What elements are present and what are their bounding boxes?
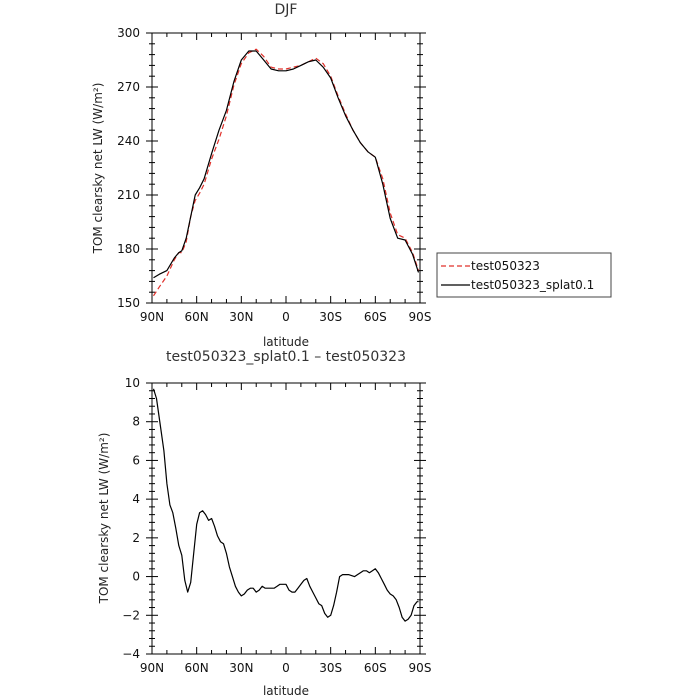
- y-tick-label: 2: [132, 531, 140, 545]
- y-tick-label: −2: [122, 608, 140, 622]
- x-tick-label: 0: [282, 661, 290, 675]
- y-tick-label: 4: [132, 492, 140, 506]
- axis-ticks: 90N 60N 30N 0 30S 60S 90S 150 180 210 240 270 300: [117, 26, 431, 324]
- y-tick-label: 180: [117, 242, 140, 256]
- series-line-difference: [152, 388, 419, 622]
- x-tick-label: 90N: [140, 310, 164, 324]
- chart-title: test050323_splat0.1 – test050323: [166, 349, 406, 365]
- plot-frame: [151, 382, 421, 655]
- plot-frame: [151, 32, 421, 304]
- y-axis-label: TOM clearsky net LW (W/m²): [91, 83, 105, 255]
- x-tick-label: 90S: [409, 661, 432, 675]
- y-axis-label: TOM clearsky net LW (W/m²): [97, 433, 111, 605]
- y-tick-label: 270: [117, 80, 140, 94]
- legend-label-splat: test050323_splat0.1: [471, 278, 594, 292]
- x-tick-label: 90N: [140, 661, 164, 675]
- y-tick-label: 0: [132, 570, 140, 584]
- y-tick-label: −4: [122, 647, 140, 661]
- difference-line-chart: test050323_splat0.1 – test050323 90N 60N 3…: [97, 349, 431, 698]
- legend-box: [436, 252, 612, 298]
- y-tick-label: 240: [117, 134, 140, 148]
- x-tick-label: 30S: [319, 310, 342, 324]
- x-tick-label: 60S: [364, 661, 387, 675]
- y-tick-label: 6: [132, 453, 140, 467]
- chart-title: DJF: [275, 2, 298, 18]
- djf-line-chart: DJF 90N 60N 30N 0 30S 60S 90S 150 180 210 240 270 30…: [91, 2, 612, 349]
- series-lines: [152, 48, 420, 297]
- y-tick-label: 8: [132, 415, 140, 429]
- x-tick-label: 30N: [229, 661, 253, 675]
- x-tick-label: 30S: [319, 661, 342, 675]
- x-axis-label: latitude: [263, 684, 309, 698]
- series-line-test050323-splat0-1: [153, 50, 420, 279]
- y-tick-label: 150: [117, 296, 140, 310]
- y-tick-label: 210: [117, 188, 140, 202]
- axis-ticks: 90N 60N 30N 0 30S 60S 90S −4 −2 0 2 4 6 8 10: [122, 376, 431, 675]
- legend-label-test050323: test050323: [471, 259, 540, 273]
- y-tick-label: 300: [117, 26, 140, 40]
- x-tick-label: 90S: [409, 310, 432, 324]
- legend: test050323 test050323_splat0.1: [436, 252, 612, 298]
- series-lines: [152, 388, 419, 622]
- x-tick-label: 0: [282, 310, 290, 324]
- x-tick-label: 30N: [229, 310, 253, 324]
- x-tick-label: 60N: [185, 310, 209, 324]
- x-tick-label: 60S: [364, 310, 387, 324]
- x-axis-label: latitude: [263, 335, 309, 349]
- y-tick-label: 10: [125, 376, 140, 390]
- x-tick-label: 60N: [185, 661, 209, 675]
- series-line-test050323: [152, 48, 420, 297]
